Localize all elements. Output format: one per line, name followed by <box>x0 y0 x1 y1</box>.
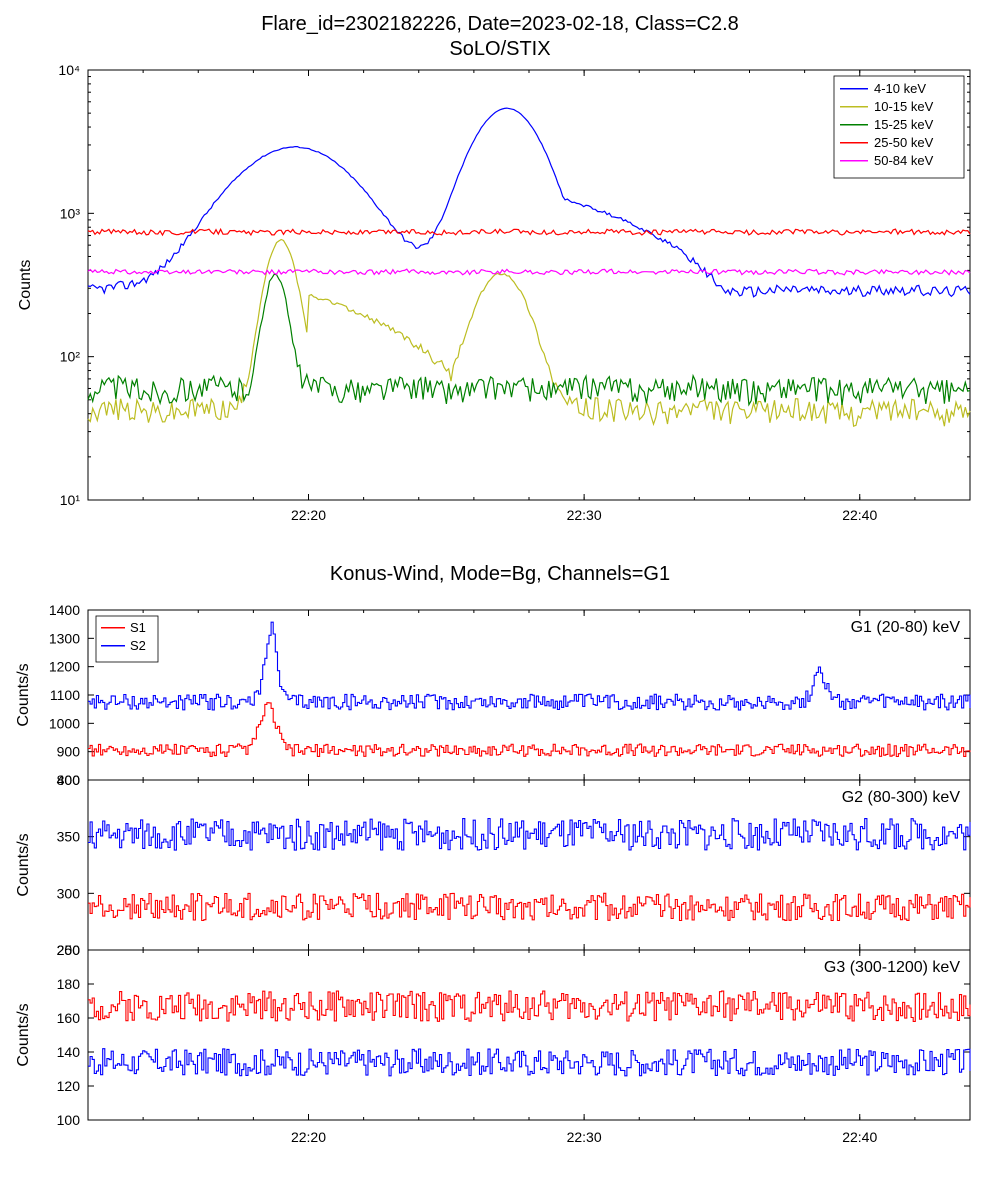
main-title: Flare_id=2302182226, Date=2023-02-18, Cl… <box>261 13 739 35</box>
bottom-ytick-label: 160 <box>57 1010 81 1026</box>
top-xtick-label: 22:20 <box>291 507 326 523</box>
bottom-ytick-label: 140 <box>57 1044 81 1060</box>
bottom-ylabel: Counts/s <box>15 1003 32 1066</box>
bottom-ytick-label: 120 <box>57 1078 81 1094</box>
legend-label: S1 <box>130 620 146 635</box>
bottom-series-line <box>88 703 970 757</box>
bottom-series-line <box>88 1049 970 1076</box>
bottom-ytick-label: 400 <box>57 772 81 788</box>
bottom-ylabel: Counts/s <box>15 833 32 896</box>
top-ytick-label: 10³ <box>60 205 81 221</box>
bottom-xtick-label: 22:20 <box>291 1129 326 1145</box>
top-series-line <box>88 229 970 235</box>
bottom-series-line <box>88 893 970 920</box>
top-ytick-label: 10¹ <box>60 492 81 508</box>
bottom-ytick-label: 1300 <box>49 630 80 646</box>
bottom-series-line <box>88 622 970 710</box>
top-series-line <box>88 240 970 427</box>
bottom-ytick-label: 1000 <box>49 715 80 731</box>
legend-label: 50-84 keV <box>874 153 934 168</box>
mid-title: Konus-Wind, Mode=Bg, Channels=G1 <box>330 563 670 585</box>
legend-label: 10-15 keV <box>874 99 934 114</box>
legend-label: 15-25 keV <box>874 117 934 132</box>
bottom-legend-box <box>96 616 158 662</box>
bottom-ytick-label: 300 <box>57 885 81 901</box>
top-ylabel: Counts <box>17 260 34 311</box>
panel-label: G1 (20-80) keV <box>851 619 961 636</box>
bottom-series-line <box>88 991 970 1021</box>
bottom-ytick-label: 100 <box>57 1112 81 1128</box>
bottom-ytick-label: 1400 <box>49 602 80 618</box>
bottom-ytick-label: 900 <box>57 744 81 760</box>
top-xtick-label: 22:30 <box>567 507 602 523</box>
panel-label: G2 (80-300) keV <box>842 789 961 806</box>
top-xtick-label: 22:40 <box>842 507 877 523</box>
bottom-ytick-label: 1100 <box>50 687 80 703</box>
bottom-ytick-label: 350 <box>57 829 81 845</box>
bottom-ytick-label: 180 <box>57 976 81 992</box>
top-ytick-label: 10⁴ <box>58 62 80 78</box>
panel-label: G3 (300-1200) keV <box>824 959 960 976</box>
sub-title: SoLO/STIX <box>449 38 550 60</box>
figure-svg: Flare_id=2302182226, Date=2023-02-18, Cl… <box>0 0 1000 1200</box>
bottom-ylabel: Counts/s <box>15 663 32 726</box>
legend-label: 4-10 keV <box>874 81 926 96</box>
bottom-series-line <box>88 819 970 851</box>
legend-label: 25-50 keV <box>874 135 934 150</box>
legend-label: S2 <box>130 638 146 653</box>
bottom-ytick-label: 200 <box>57 942 81 958</box>
top-series-line <box>88 269 970 275</box>
bottom-ytick-label: 1200 <box>49 659 80 675</box>
figure-container: Flare_id=2302182226, Date=2023-02-18, Cl… <box>0 0 1000 1200</box>
top-series-line <box>88 274 970 405</box>
bottom-xtick-label: 22:40 <box>842 1129 877 1145</box>
bottom-xtick-label: 22:30 <box>567 1129 602 1145</box>
top-ytick-label: 10² <box>60 349 81 365</box>
bottom-panel-frame <box>88 780 970 950</box>
